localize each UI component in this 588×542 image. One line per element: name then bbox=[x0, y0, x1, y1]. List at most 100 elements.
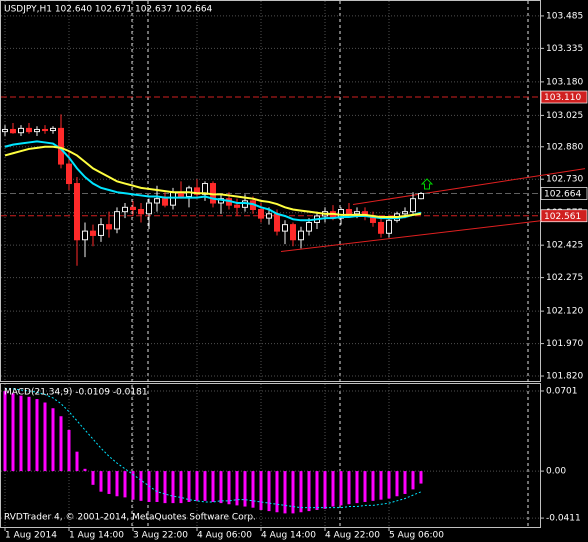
macd-bar bbox=[35, 399, 39, 472]
macd-bar bbox=[99, 471, 103, 492]
candle-body bbox=[58, 127, 64, 165]
price-label-box bbox=[540, 187, 588, 200]
macd-bar bbox=[419, 471, 423, 484]
candle-body bbox=[106, 224, 112, 230]
macd-bar bbox=[91, 471, 95, 485]
candle-body bbox=[82, 230, 88, 241]
macd-bar bbox=[115, 471, 119, 497]
candle-body bbox=[66, 163, 72, 185]
candle-body bbox=[122, 206, 128, 213]
macd-title: MACD(21,34,9) -0.0109 -0.0181 bbox=[4, 388, 148, 398]
candle-body bbox=[354, 211, 360, 215]
candle-body bbox=[2, 128, 8, 133]
macd-bar bbox=[11, 393, 15, 472]
candle-body bbox=[306, 221, 312, 232]
candle-body bbox=[114, 211, 120, 230]
macd-bar bbox=[371, 471, 375, 501]
macd-bar bbox=[211, 471, 215, 502]
chart-title: USDJPY,H1 102.640 102.671 102.637 102.66… bbox=[4, 5, 213, 15]
macd-bar bbox=[283, 471, 287, 514]
candle-body bbox=[34, 128, 40, 133]
y-tick-label: 102.120 bbox=[546, 307, 583, 317]
macd-bar bbox=[171, 471, 175, 504]
candle-body bbox=[170, 191, 176, 206]
price-label-box bbox=[540, 209, 588, 223]
candle-body bbox=[10, 128, 16, 134]
candle-body bbox=[26, 127, 32, 133]
macd-bar bbox=[187, 471, 191, 502]
macd-bar bbox=[155, 471, 159, 502]
macd-bar bbox=[387, 471, 391, 499]
candle-body bbox=[90, 230, 96, 236]
x-tick-label: 4 Aug 22:00 bbox=[325, 531, 380, 541]
price-label: 103.110 bbox=[544, 93, 581, 103]
candle-body bbox=[138, 208, 144, 215]
candle-body bbox=[346, 208, 352, 215]
macd-bar bbox=[347, 471, 351, 505]
x-tick-label: 5 Aug 06:00 bbox=[389, 531, 444, 541]
candle-body bbox=[74, 183, 80, 241]
x-tick-label: 1 Aug 14:00 bbox=[69, 531, 124, 541]
buy-arrow bbox=[420, 178, 434, 190]
y-tick-label: 103.180 bbox=[546, 77, 583, 87]
macd-bar bbox=[3, 391, 7, 472]
macd-bar bbox=[395, 471, 399, 497]
macd-bar bbox=[291, 471, 295, 514]
macd-bar bbox=[315, 471, 319, 510]
candle-body bbox=[266, 213, 272, 219]
y-tick-label: 102.425 bbox=[546, 241, 583, 251]
macd-bar bbox=[195, 471, 199, 501]
macd-bar bbox=[275, 471, 279, 513]
macd-bar bbox=[219, 471, 223, 504]
macd-bar bbox=[179, 471, 183, 504]
candle-body bbox=[42, 128, 48, 132]
trendline bbox=[352, 168, 586, 206]
macd-bar bbox=[83, 468, 87, 472]
macd-bar bbox=[203, 471, 207, 501]
moving-average bbox=[4, 145, 422, 219]
candle-body bbox=[410, 198, 416, 213]
macd-bar bbox=[123, 471, 127, 498]
macd-bar bbox=[19, 395, 23, 472]
y-tick-label: 103.025 bbox=[546, 111, 583, 121]
candle-body bbox=[274, 213, 280, 232]
candle-body bbox=[386, 219, 392, 234]
macd-bar bbox=[331, 471, 335, 507]
macd-bar bbox=[131, 471, 135, 500]
macd-bar bbox=[227, 471, 231, 505]
macd-bar bbox=[379, 471, 383, 500]
macd-bar bbox=[51, 408, 55, 472]
macd-bar bbox=[299, 471, 303, 513]
candle-body bbox=[146, 202, 152, 215]
price-label: 102.561 bbox=[544, 212, 581, 222]
macd-bar bbox=[75, 451, 79, 472]
candle-body bbox=[290, 224, 296, 241]
macd-bar bbox=[43, 402, 47, 472]
y-tick-label: 102.730 bbox=[546, 175, 583, 185]
y-tick-label: 102.880 bbox=[546, 142, 583, 152]
trendline bbox=[280, 215, 586, 252]
candle-body bbox=[194, 187, 200, 195]
macd-bar bbox=[307, 471, 311, 512]
y-tick-label: 101.970 bbox=[546, 339, 583, 349]
price-label-box bbox=[540, 90, 588, 104]
y-tick-label: 0.0701 bbox=[546, 386, 578, 396]
candle-body bbox=[378, 221, 384, 234]
x-tick-label: 4 Aug 14:00 bbox=[261, 531, 316, 541]
main-frame bbox=[0, 0, 541, 382]
x-tick-label: 4 Aug 06:00 bbox=[197, 531, 252, 541]
candle-body bbox=[162, 198, 168, 206]
moving-average bbox=[4, 140, 422, 222]
y-tick-label: 102.275 bbox=[546, 273, 583, 283]
macd-bar bbox=[403, 471, 407, 494]
macd-bar bbox=[355, 471, 359, 504]
macd-bar bbox=[339, 471, 343, 506]
macd-bar bbox=[235, 471, 239, 506]
y-tick-label: 0.00 bbox=[546, 467, 566, 477]
macd-bar bbox=[243, 471, 247, 507]
macd-bar bbox=[27, 396, 31, 472]
candle-body bbox=[418, 192, 424, 200]
macd-bar bbox=[139, 471, 143, 501]
macd-bar bbox=[67, 429, 71, 472]
